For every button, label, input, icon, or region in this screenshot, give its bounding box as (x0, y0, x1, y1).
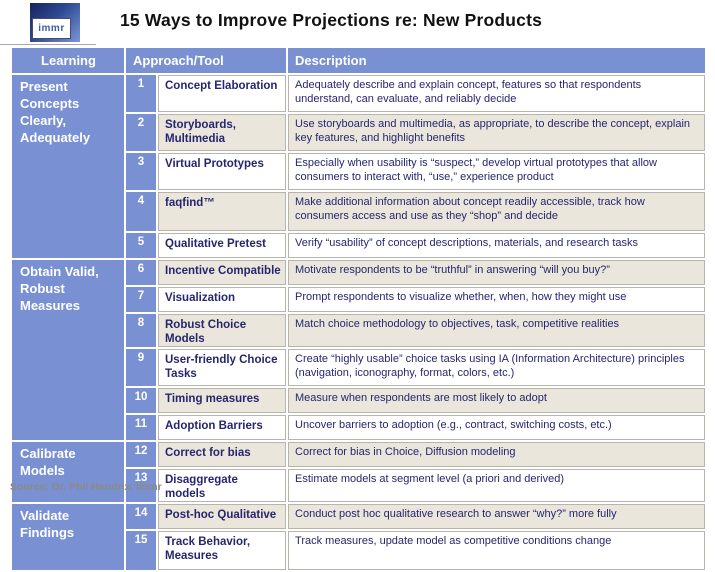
table-row: Present Concepts Clearly, Adequately 1 C… (12, 75, 705, 258)
row-number-cell: 9 (126, 349, 156, 387)
page-title: 15 Ways to Improve Projections re: New P… (120, 10, 543, 30)
table-row: Validate Findings 14 Post-hoc Qualitativ… (12, 504, 705, 571)
description-cell: Correct for bias in Choice, Diffusion mo… (288, 442, 705, 468)
description-cell: Uncover barriers to adoption (e.g., cont… (288, 415, 705, 441)
table-row: Calibrate Models 12 Correct for bias Cor… (12, 442, 705, 503)
description-cell: Especially when usability is “suspect,” … (288, 153, 705, 190)
description-cell: Conduct post hoc qualitative research to… (288, 504, 705, 530)
column-header-approach: Approach/Tool (126, 48, 287, 73)
approach-cell: Timing measures (158, 388, 287, 414)
row-number-cell: 4 (126, 192, 156, 231)
table-row: 9 User-friendly Choice Tasks Create “hig… (12, 349, 705, 387)
table-row: 7 Visualization Prompt respondents to vi… (12, 287, 705, 312)
learning-section-present-concepts: Present Concepts Clearly, Adequately (12, 75, 124, 258)
table-row: 8 Robust Choice Models Match choice meth… (12, 314, 705, 348)
description-cell: Create “highly usable” choice tasks usin… (288, 349, 705, 387)
learning-section-validate-findings: Validate Findings (12, 504, 124, 571)
immr-logo-text: immr (32, 18, 71, 39)
description-cell: Prompt respondents to visualize whether,… (288, 287, 705, 312)
learning-section-calibrate-models: Calibrate Models (12, 442, 124, 503)
approach-cell: Qualitative Pretest (158, 233, 287, 258)
column-header-description: Description (288, 48, 705, 73)
table-header-row: Learning Approach/Tool Description (12, 48, 705, 73)
approach-cell: Virtual Prototypes (158, 153, 287, 190)
projections-table: Learning Approach/Tool Description Prese… (10, 46, 707, 572)
row-number-cell: 13 (126, 469, 156, 503)
description-cell: Track measures, update model as competit… (288, 531, 705, 571)
approach-cell: Post-hoc Qualitative (158, 504, 287, 530)
table-row: 10 Timing measures Measure when responde… (12, 388, 705, 414)
description-cell: Motivate respondents to be “truthful” in… (288, 260, 705, 285)
approach-cell: Incentive Compatible (158, 260, 287, 285)
description-cell: Make additional information about concep… (288, 192, 705, 231)
row-number-cell: 10 (126, 388, 156, 414)
row-number-cell: 7 (126, 287, 156, 312)
approach-cell: Concept Elaboration (158, 75, 287, 112)
row-number-cell: 2 (126, 114, 156, 151)
logo-divider (0, 44, 96, 45)
row-number-cell: 3 (126, 153, 156, 190)
approach-cell: Correct for bias (158, 442, 287, 468)
row-number-cell: 8 (126, 314, 156, 348)
approach-cell: Adoption Barriers (158, 415, 287, 441)
description-cell: Match choice methodology to objectives, … (288, 314, 705, 348)
immr-logo: immr (30, 3, 80, 42)
approach-cell: Visualization (158, 287, 287, 312)
row-number-cell: 14 (126, 504, 156, 530)
learning-section-obtain-valid: Obtain Valid, Robust Measures (12, 260, 124, 441)
row-number-cell: 12 (126, 442, 156, 468)
description-cell: Verify “usability” of concept descriptio… (288, 233, 705, 258)
table-row: 2 Storyboards, Multimedia Use storyboard… (12, 114, 705, 151)
description-cell: Measure when respondents are most likely… (288, 388, 705, 414)
table-row: Obtain Valid, Robust Measures 6 Incentiv… (12, 260, 705, 441)
row-number-cell: 11 (126, 415, 156, 441)
approach-cell: faqfind™ (158, 192, 287, 231)
table-row: 4 faqfind™ Make additional information a… (12, 192, 705, 231)
slide: immr 15 Ways to Improve Projections re: … (0, 3, 705, 571)
description-cell: Estimate models at segment level (a prio… (288, 469, 705, 503)
approach-cell: User-friendly Choice Tasks (158, 349, 287, 387)
approach-cell: Disaggregate models (158, 469, 287, 503)
approach-cell: Track Behavior, Measures (158, 531, 287, 571)
approach-cell: Storyboards, Multimedia (158, 114, 287, 151)
table-row: 3 Virtual Prototypes Especially when usa… (12, 153, 705, 190)
description-cell: Use storyboards and multimedia, as appro… (288, 114, 705, 151)
column-header-learning: Learning (12, 48, 124, 73)
source-text: Source: Dr. Phil Hendrix, immr (10, 481, 162, 493)
row-number-cell: 5 (126, 233, 156, 258)
table-row: 11 Adoption Barriers Uncover barriers to… (12, 415, 705, 441)
row-number-cell: 15 (126, 531, 156, 571)
description-cell: Adequately describe and explain concept,… (288, 75, 705, 112)
row-number-cell: 6 (126, 260, 156, 285)
table-row: 5 Qualitative Pretest Verify “usability”… (12, 233, 705, 258)
row-number-cell: 1 (126, 75, 156, 112)
approach-cell: Robust Choice Models (158, 314, 287, 348)
